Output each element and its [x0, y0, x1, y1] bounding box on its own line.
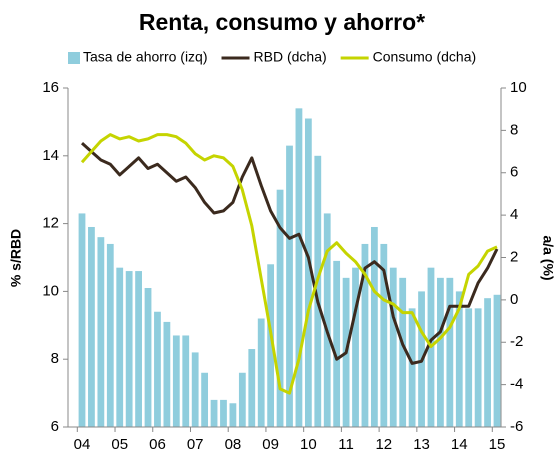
y2-tick-label: 10 — [510, 79, 527, 96]
bar — [257, 318, 265, 427]
y-tick-label: 6 — [51, 418, 59, 435]
bar — [220, 399, 227, 427]
y-tick-label: 12 — [42, 215, 59, 232]
x-tick-label: 13 — [413, 436, 430, 453]
legend-label: Consumo (dcha) — [373, 49, 477, 65]
bar — [154, 311, 161, 427]
y2-tick-label: -4 — [510, 376, 523, 393]
y2-tick-label: -2 — [510, 333, 523, 350]
bar — [106, 243, 114, 427]
bar — [248, 349, 256, 427]
bar — [163, 321, 171, 427]
x-tick-label: 09 — [262, 436, 279, 453]
y-tick-label: 8 — [51, 350, 59, 367]
y2-tick-label: 0 — [510, 291, 518, 308]
x-tick-label: 12 — [375, 436, 392, 453]
legend-label: Tasa de ahorro (izq) — [83, 49, 208, 65]
bar — [484, 298, 491, 427]
bar — [389, 267, 397, 427]
bar — [78, 213, 86, 427]
y2-tick-label: 2 — [510, 248, 518, 265]
bar — [286, 145, 293, 427]
y-axis-label: % s/RBD — [8, 229, 24, 287]
bar — [88, 226, 95, 427]
bar — [323, 213, 331, 427]
x-tick-label: 04 — [74, 436, 91, 453]
y2-tick-label: 6 — [510, 164, 518, 181]
bar — [191, 352, 199, 427]
bar — [210, 399, 218, 427]
bar — [125, 271, 133, 427]
legend-label: RBD (dcha) — [254, 49, 327, 65]
bar — [399, 277, 407, 427]
x-tick-label: 07 — [187, 436, 204, 453]
bar — [201, 372, 209, 427]
legend-swatch — [68, 52, 80, 64]
bar — [135, 271, 142, 427]
bar — [116, 267, 124, 427]
bar — [455, 291, 463, 427]
bar — [370, 226, 378, 427]
x-tick-label: 11 — [338, 436, 354, 453]
bar — [229, 403, 237, 427]
x-tick-label: 15 — [489, 436, 506, 453]
bar — [172, 335, 180, 427]
y-tick-label: 16 — [42, 79, 59, 96]
bar — [380, 243, 388, 427]
bar — [333, 260, 341, 427]
bar — [465, 308, 473, 427]
line — [80, 141, 499, 365]
bar — [437, 277, 444, 427]
line — [80, 133, 498, 395]
x-tick-label: 08 — [225, 436, 242, 453]
bar — [314, 155, 322, 428]
bar — [304, 118, 312, 427]
y-tick-label: 10 — [42, 282, 59, 299]
bar — [474, 308, 482, 427]
x-tick-label: 05 — [111, 436, 128, 453]
chart-title: Renta, consumo y ahorro* — [139, 9, 425, 35]
bar — [238, 372, 246, 427]
bar — [144, 288, 152, 427]
y2-axis-label: a/a (%) — [540, 235, 556, 280]
bar — [267, 264, 275, 427]
bar — [182, 335, 190, 427]
bar — [352, 267, 359, 427]
y2-tick-label: 4 — [510, 206, 518, 223]
x-tick-label: 06 — [149, 436, 166, 453]
y2-tick-label: -6 — [510, 418, 523, 435]
y2-tick-label: 8 — [510, 121, 518, 138]
bar — [276, 189, 284, 427]
bar — [97, 237, 105, 427]
bar — [446, 277, 454, 427]
bar — [361, 243, 369, 427]
y-tick-label: 14 — [42, 147, 59, 164]
bar — [493, 294, 501, 427]
bar — [295, 108, 303, 427]
x-tick-label: 10 — [300, 436, 317, 453]
bar — [408, 308, 416, 427]
x-tick-label: 14 — [451, 436, 468, 453]
